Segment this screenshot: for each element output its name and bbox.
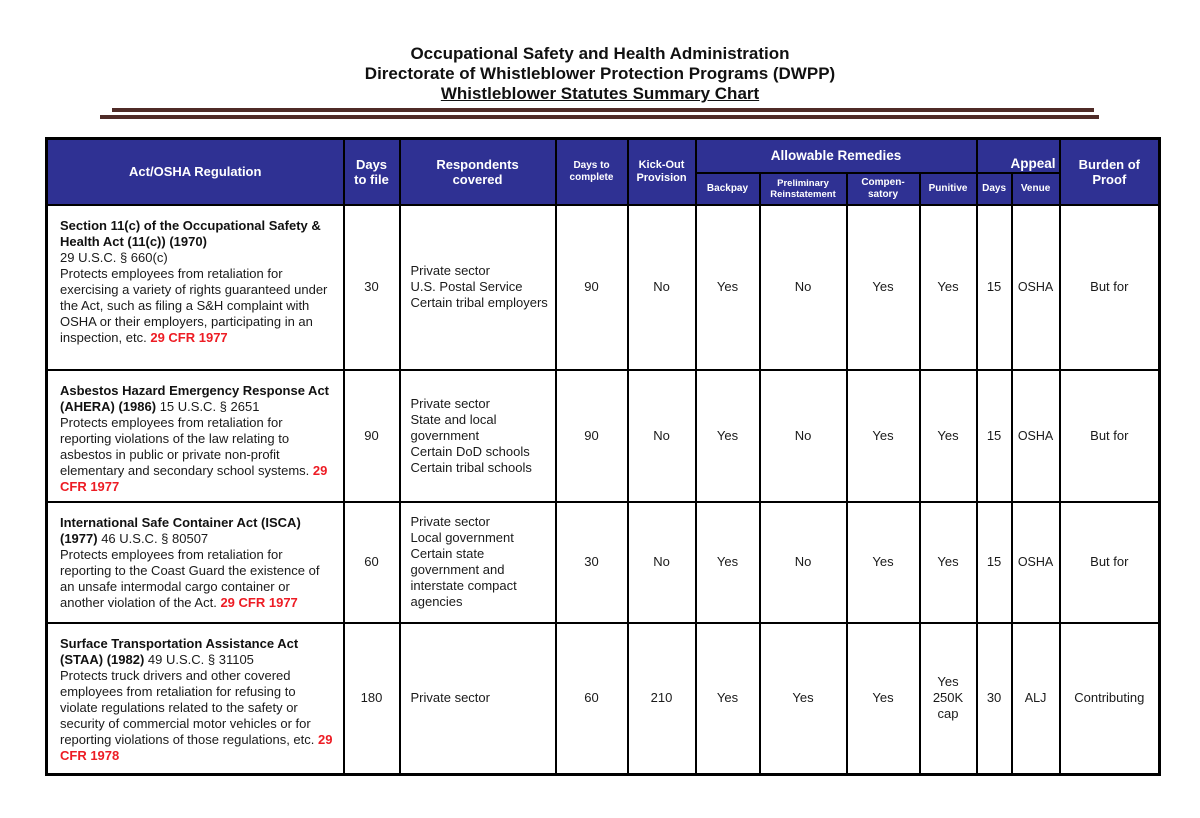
preliminary-reinstatement-cell: No — [758, 203, 848, 371]
horizontal-rule-top — [112, 108, 1094, 112]
preliminary-reinstatement-cell: No — [758, 368, 848, 503]
days-to-complete-cell: 30 — [554, 500, 629, 624]
table-row-osh-11c: Section 11(c) of the Occupational Safety… — [45, 203, 1161, 371]
backpay-cell: Yes — [694, 368, 761, 503]
col-header-punitive: Punitive — [918, 171, 978, 206]
table-row-isca: International Safe Container Act (ISCA) … — [45, 500, 1161, 624]
kick-out-cell: 210 — [626, 621, 697, 776]
kick-out-cell: No — [626, 203, 697, 371]
days-to-file-cell: 180 — [342, 621, 401, 776]
header-row-2: Backpay Preliminary Reinstatement Compen… — [47, 171, 1160, 206]
col-header-respondents: Respondents covered — [398, 137, 557, 206]
days-to-file-cell: 90 — [342, 368, 401, 503]
respondents-cell: Private sector — [398, 621, 557, 776]
appeal-days-cell: 30 — [975, 621, 1013, 776]
table-row-ahera: Asbestos Hazard Emergency Response Act (… — [45, 368, 1161, 503]
col-header-appeal-days: Days — [975, 171, 1013, 206]
whistleblower-statutes-table: Act/OSHA Regulation Days to file Respond… — [45, 137, 1162, 776]
appeal-days-cell: 15 — [975, 500, 1013, 624]
act-description: Protects employees from retaliation for … — [60, 546, 320, 610]
days-to-complete-cell: 60 — [554, 621, 629, 776]
burden-of-proof-cell: Contributing — [1058, 621, 1161, 776]
act-title: Surface Transportation Assistance Act (S… — [60, 635, 299, 667]
backpay-cell: Yes — [694, 203, 761, 371]
col-header-kick-out: Kick-Out Provision — [626, 137, 697, 206]
act-description: Protects truck drivers and other covered… — [60, 667, 333, 763]
col-header-act: Act/OSHA Regulation — [45, 137, 345, 206]
col-header-preliminary-reinstatement: Preliminary Reinstatement — [758, 171, 848, 206]
title-line-2: Directorate of Whistleblower Protection … — [364, 64, 836, 83]
col-header-burden-of-proof: Burden of Proof — [1058, 137, 1161, 206]
act-title: Asbestos Hazard Emergency Response Act (… — [60, 382, 330, 414]
act-description: Protects employees from retaliation for … — [60, 414, 328, 494]
col-header-days-to-complete: Days to complete — [554, 137, 629, 206]
burden-of-proof-cell: But for — [1058, 203, 1161, 371]
cfr-reference: 29 CFR 1977 — [150, 329, 228, 345]
days-to-file-cell: 30 — [342, 203, 401, 371]
act-citation: 29 U.S.C. § 660(c) — [60, 249, 168, 265]
col-header-backpay: Backpay — [694, 171, 761, 206]
days-to-complete-cell: 90 — [554, 203, 629, 371]
compensatory-cell: Yes — [845, 621, 921, 776]
appeal-venue-cell: OSHA — [1010, 500, 1061, 624]
cfr-reference: 29 CFR 1978 — [60, 731, 333, 763]
act-title: International Safe Container Act (ISCA) … — [60, 514, 301, 546]
respondents-cell: Private sector Local government Certain … — [398, 500, 557, 624]
respondents-cell: Private sector State and local governmen… — [398, 368, 557, 503]
act-cell: International Safe Container Act (ISCA) … — [45, 500, 345, 624]
col-header-appeal-venue: Venue — [1010, 171, 1061, 206]
act-cell: Surface Transportation Assistance Act (S… — [45, 621, 345, 776]
act-description: Protects employees from retaliation for … — [60, 265, 328, 345]
compensatory-cell: Yes — [845, 500, 921, 624]
respondents-cell: Private sector U.S. Postal Service Certa… — [398, 203, 557, 371]
punitive-cell: Yes — [918, 368, 978, 503]
act-cell: Section 11(c) of the Occupational Safety… — [45, 203, 345, 371]
compensatory-cell: Yes — [845, 203, 921, 371]
act-citation: 49 U.S.C. § 31105 — [147, 651, 254, 667]
punitive-cell: Yes — [918, 500, 978, 624]
cfr-reference: 29 CFR 1977 — [220, 594, 298, 610]
punitive-cell: Yes 250K cap — [918, 621, 978, 776]
col-header-compensatory: Compen- satory — [845, 171, 921, 206]
col-header-allowable-remedies: Allowable Remedies — [694, 137, 978, 174]
appeal-days-cell: 15 — [975, 203, 1013, 371]
title-line-3: Whistleblower Statutes Summary Chart — [440, 84, 760, 103]
cfr-reference: 29 CFR 1977 — [60, 462, 328, 494]
compensatory-cell: Yes — [845, 368, 921, 503]
document-title: Occupational Safety and Health Administr… — [0, 0, 1200, 104]
appeal-venue-cell: ALJ — [1010, 621, 1061, 776]
preliminary-reinstatement-cell: No — [758, 500, 848, 624]
burden-of-proof-cell: But for — [1058, 368, 1161, 503]
punitive-cell: Yes — [918, 203, 978, 371]
appeal-days-cell: 15 — [975, 368, 1013, 503]
burden-of-proof-cell: But for — [1058, 500, 1161, 624]
col-header-appeal: Appeal — [975, 137, 1061, 174]
appeal-venue-cell: OSHA — [1010, 368, 1061, 503]
act-citation: 46 U.S.C. § 80507 — [101, 530, 209, 546]
backpay-cell: Yes — [694, 500, 761, 624]
appeal-venue-cell: OSHA — [1010, 203, 1061, 371]
horizontal-rule-bottom — [100, 115, 1099, 119]
title-line-1: Occupational Safety and Health Administr… — [410, 44, 790, 63]
table-row-staa: Surface Transportation Assistance Act (S… — [45, 621, 1161, 776]
act-citation: 15 U.S.C. § 2651 — [159, 398, 260, 414]
kick-out-cell: No — [626, 500, 697, 624]
header-row-1: Act/OSHA Regulation Days to file Respond… — [45, 137, 1161, 206]
backpay-cell: Yes — [694, 621, 761, 776]
kick-out-cell: No — [626, 368, 697, 503]
act-title: Section 11(c) of the Occupational Safety… — [60, 217, 321, 249]
act-cell: Asbestos Hazard Emergency Response Act (… — [45, 368, 345, 503]
days-to-complete-cell: 90 — [554, 368, 629, 503]
days-to-file-cell: 60 — [342, 500, 401, 624]
col-header-days-to-file: Days to file — [342, 137, 401, 206]
preliminary-reinstatement-cell: Yes — [758, 621, 848, 776]
